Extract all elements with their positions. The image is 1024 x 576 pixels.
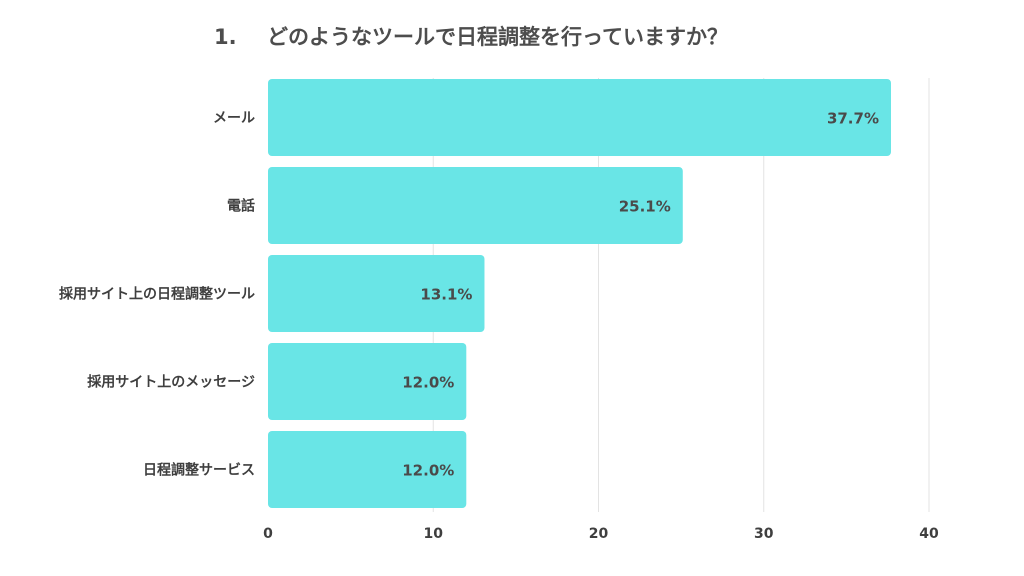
category-label: 日程調整サービス [143,462,255,479]
category-label: 採用サイト上のメッセージ [87,374,255,391]
x-tick-label: 0 [263,526,273,542]
data-labels: 37.7% 25.1% 13.1% 12.0% 12.0% [402,110,879,480]
title-number: 1. [214,25,237,49]
chart-title: 1. どのようなツールで日程調整を行っていますか？ [214,25,728,49]
x-tick-label: 40 [919,526,939,542]
x-tick-label: 10 [424,526,444,542]
data-label: 12.0% [402,374,454,392]
bar [268,343,467,420]
category-label: 採用サイト上の日程調整ツール [59,286,255,303]
category-label: メール [213,111,255,127]
data-label: 37.7% [827,110,879,128]
bar [268,79,891,156]
x-tick-label: 20 [589,526,609,542]
data-label: 12.0% [402,462,454,480]
bar [268,167,683,244]
category-label: 電話 [227,198,255,215]
bar [268,431,467,508]
data-label: 13.1% [420,286,472,304]
bar [268,255,485,332]
title-text: どのようなツールで日程調整を行っていますか？ [267,25,728,49]
x-axis-ticks: 0 10 20 30 40 [263,526,939,542]
x-tick-label: 30 [754,526,774,542]
bars [268,79,891,508]
data-label: 25.1% [619,198,671,216]
